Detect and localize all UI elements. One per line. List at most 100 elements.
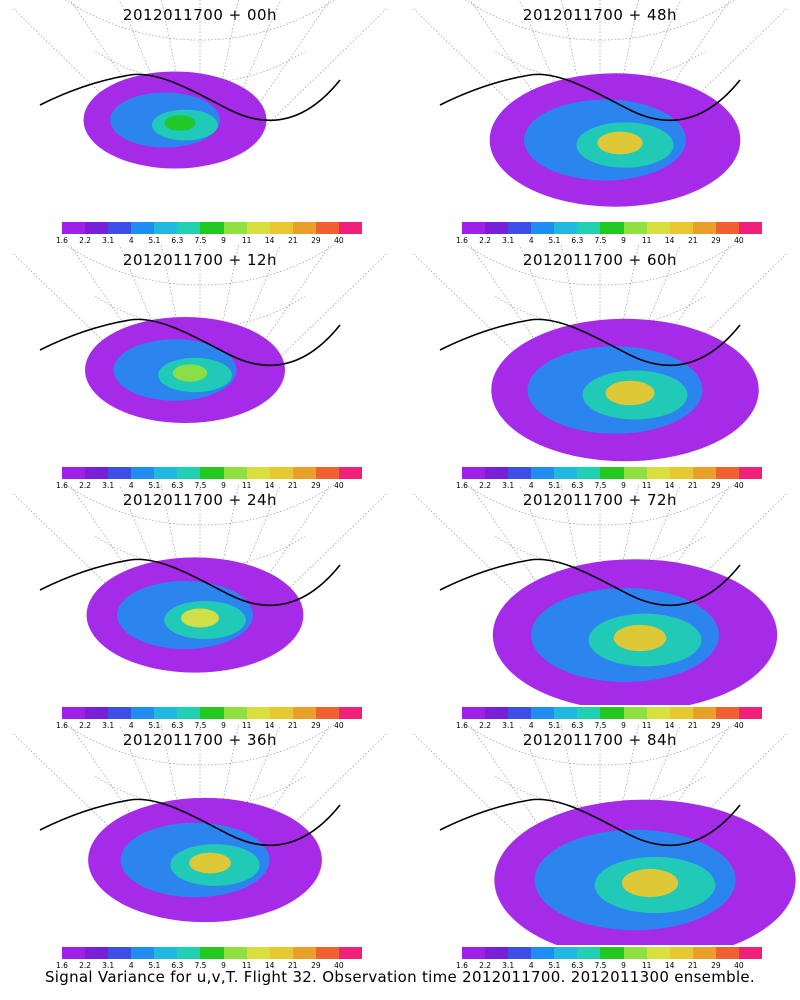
colorbar-label: 29 (311, 481, 321, 490)
colorbar-segment (531, 222, 555, 234)
colorbar (62, 467, 363, 479)
colorbar-segment (246, 467, 271, 479)
colorbar-label: 14 (264, 721, 275, 730)
colorbar-label: 5.1 (148, 236, 161, 245)
colorbar-label: 9 (221, 236, 226, 245)
colorbar-segment (531, 947, 555, 959)
colorbar-label: 6.3 (571, 721, 584, 730)
colorbar-label: 11 (641, 481, 652, 490)
colorbar-label: 40 (734, 236, 744, 245)
colorbar-label: 29 (711, 721, 721, 730)
coastline (39, 318, 341, 367)
colorbar-segment (200, 707, 225, 719)
polar-map (413, 0, 787, 207)
colorbar-label: 14 (264, 481, 275, 490)
colorbar-label: 3.1 (502, 236, 515, 245)
colorbar-label: 2.2 (479, 236, 492, 245)
colorbar-segment (577, 707, 601, 719)
colorbar-segment (338, 467, 363, 479)
colorbar-segment (338, 947, 363, 959)
colorbar-label: 7.5 (194, 961, 207, 970)
colorbar-segment (62, 222, 86, 234)
colorbar-label: 40 (734, 481, 744, 490)
colorbar-segment (223, 467, 248, 479)
colorbar-segment (223, 222, 248, 234)
colorbar-label: 6.3 (571, 481, 584, 490)
colorbar-segment (485, 947, 509, 959)
colorbar-segment (462, 707, 486, 719)
colorbar-segment (338, 222, 363, 234)
colorbar-segment (223, 707, 248, 719)
graticule (13, 725, 387, 860)
colorbar-segment (485, 467, 509, 479)
coastline (39, 73, 341, 122)
colorbar-segment (577, 222, 601, 234)
colorbar-segment (531, 467, 555, 479)
colorbar-segment (738, 947, 763, 959)
colorbar-segment (692, 707, 717, 719)
colorbar-label: 11 (241, 236, 252, 245)
colorbar-segment (554, 947, 578, 959)
colorbar-label: 6.3 (571, 236, 584, 245)
polar-map (13, 725, 387, 923)
colorbar-segment (292, 222, 317, 234)
colorbar-segment (715, 947, 740, 959)
colorbar-segment (292, 707, 317, 719)
colorbar-segment (623, 222, 648, 234)
colorbar-segment (62, 467, 86, 479)
colorbar-segment (269, 222, 294, 234)
variance-field (86, 557, 304, 673)
graticule (13, 485, 387, 620)
colorbar-segment (485, 707, 509, 719)
map-panel-72h: 2012011700 + 72h 1.6 2.2 3.1 4 5.1 6.3 7.5 9 11 1… (400, 485, 800, 730)
colorbar-segment (692, 467, 717, 479)
coastline (39, 798, 341, 847)
colorbar-segment (485, 222, 509, 234)
map-panel-36h: 2012011700 + 36h 1.6 2.2 3.1 4 5.1 6.3 7.5 9 11 1… (0, 725, 400, 970)
colorbar-segment (646, 222, 671, 234)
colorbar-label: 40 (334, 961, 344, 970)
colorbar (462, 947, 763, 959)
colorbar-labels: 1.6 2.2 3.1 4 5.1 6.3 7.5 9 11 14 21 29 40 (52, 721, 372, 731)
colorbar-label: 1.6 (56, 721, 68, 730)
graticule (13, 0, 387, 135)
colorbar-label: 4 (128, 236, 134, 245)
colorbar-label: 4 (528, 721, 534, 730)
colorbar-segment (154, 947, 178, 959)
colorbar-segment (85, 707, 109, 719)
colorbar-label: 5.1 (148, 721, 161, 730)
colorbar-label: 2.2 (79, 721, 92, 730)
colorbar-segment (62, 947, 86, 959)
coastline (39, 558, 341, 607)
colorbar-segment (646, 947, 671, 959)
colorbar-label: 4 (128, 481, 134, 490)
colorbar-label: 7.5 (194, 481, 207, 490)
map-panel-60h: 2012011700 + 60h 1.6 2.2 3.1 4 5.1 6.3 7.5 9 11 1… (400, 245, 800, 490)
colorbar-label: 11 (641, 961, 652, 970)
graticule (413, 485, 787, 620)
graticule (413, 0, 787, 135)
colorbar-segment (338, 707, 363, 719)
colorbar-segment (577, 947, 601, 959)
colorbar-label: 1.6 (456, 236, 468, 245)
colorbar-labels: 1.6 2.2 3.1 4 5.1 6.3 7.5 9 11 14 21 29 40 (52, 481, 372, 491)
colorbar-segment (131, 467, 155, 479)
colorbar-label: 14 (264, 961, 275, 970)
colorbar (62, 947, 363, 959)
variance-field (492, 559, 778, 705)
variance-field (88, 797, 322, 923)
colorbar-label: 2.2 (479, 721, 492, 730)
colorbar-segment (131, 947, 155, 959)
graticule (413, 725, 787, 860)
colorbar-label: 3.1 (102, 236, 115, 245)
colorbar-label: 29 (711, 961, 721, 970)
colorbar-segment (177, 467, 201, 479)
colorbar-label: 21 (687, 481, 698, 490)
colorbar-label: 29 (711, 236, 721, 245)
colorbar-label: 4 (528, 481, 534, 490)
colorbar-label: 14 (664, 721, 675, 730)
map-panel-24h: 2012011700 + 24h 1.6 2.2 3.1 4 5.1 6.3 7.5 9 11 1… (0, 485, 400, 730)
colorbar-segment (508, 947, 532, 959)
map-panel-12h: 2012011700 + 12h 1.6 2.2 3.1 4 5.1 6.3 7.5 9 11 1… (0, 245, 400, 490)
colorbar-label: 2.2 (479, 481, 492, 490)
